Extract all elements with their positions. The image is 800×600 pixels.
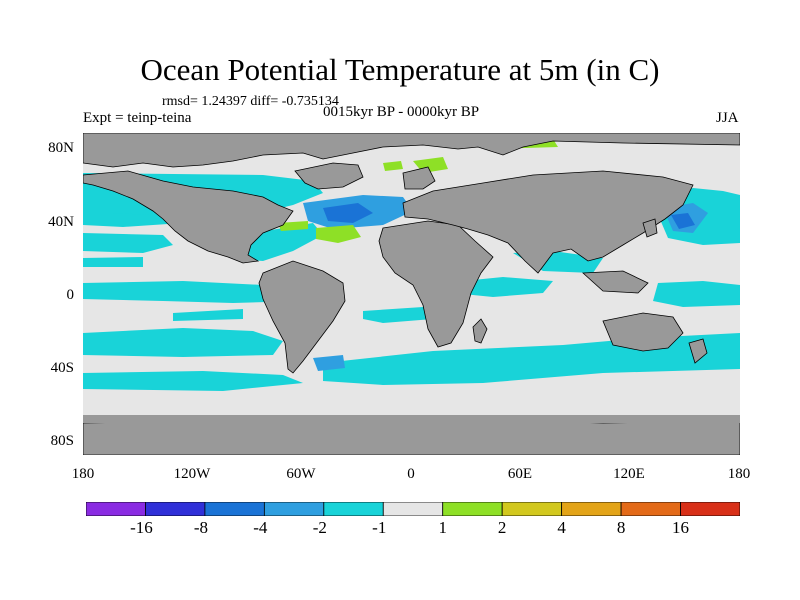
colorbar-swatch	[680, 502, 740, 516]
lon-label-180e: 180	[727, 466, 751, 482]
season-label: JJA	[716, 110, 739, 126]
colorbar-label: -2	[312, 518, 327, 537]
colorbar-swatch	[561, 502, 622, 516]
map-title: Ocean Potential Temperature at 5m (in C)	[140, 52, 660, 87]
stats-label: rmsd= 1.24397 diff= -0.735134	[162, 94, 339, 109]
lat-label-80n: 80N	[48, 140, 74, 156]
colorbar	[86, 502, 740, 516]
world-map	[83, 133, 740, 455]
colorbar-label: -4	[253, 518, 268, 537]
lat-label-80s: 80S	[50, 433, 74, 449]
colorbar-swatch	[86, 502, 146, 516]
lat-label-40s: 40S	[50, 360, 74, 376]
colorbar-label: 16	[672, 518, 690, 537]
colorbar-label: 2	[497, 518, 507, 537]
colorbar-label: -1	[372, 518, 387, 537]
colorbar-label: -16	[130, 518, 153, 537]
colorbar-swatch	[204, 502, 265, 516]
colorbar-swatch	[501, 502, 563, 516]
lon-label-120w: 120W	[173, 466, 211, 482]
colorbar-swatch	[442, 502, 503, 516]
lat-label-0: 0	[66, 287, 75, 303]
colorbar-label: 8	[616, 518, 626, 537]
map-panel	[83, 133, 740, 455]
colorbar-swatch	[323, 502, 384, 516]
colorbar-label: 4	[557, 518, 566, 537]
colorbar-swatch	[382, 502, 444, 516]
colorbar-swatch	[620, 502, 681, 516]
lon-label-120e: 120E	[613, 466, 645, 482]
lon-label-60w: 60W	[286, 466, 316, 482]
period-label: 0015kyr BP - 0000kyr BP	[323, 104, 480, 120]
strongest-cooling	[323, 203, 695, 229]
colorbar-swatch	[145, 502, 206, 516]
experiment-label: Expt = teinp-teina	[83, 110, 192, 126]
lon-label-180w: 180	[71, 466, 95, 482]
missing-data	[83, 415, 740, 423]
lon-label-0: 0	[407, 466, 415, 482]
colorbar-label: 1	[438, 518, 447, 537]
lon-label-60e: 60E	[507, 466, 533, 482]
lat-label-40n: 40N	[48, 214, 74, 230]
colorbar-label: -8	[193, 518, 208, 537]
colorbar-swatch	[263, 502, 325, 516]
